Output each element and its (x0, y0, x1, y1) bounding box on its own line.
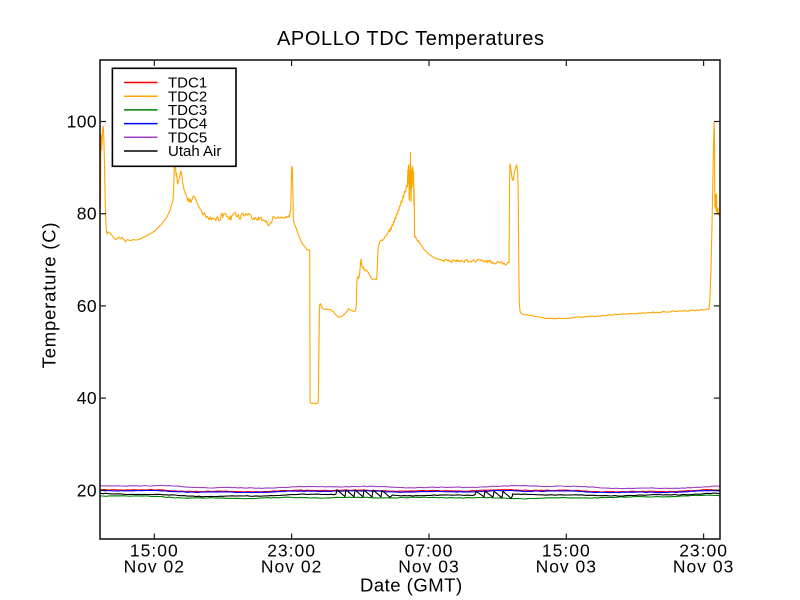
svg-text:80: 80 (77, 204, 97, 224)
svg-text:TDC5: TDC5 (168, 129, 207, 146)
svg-text:07:00: 07:00 (405, 541, 454, 561)
svg-text:23:00: 23:00 (679, 541, 728, 561)
svg-text:Nov 03: Nov 03 (536, 557, 597, 577)
svg-text:23:00: 23:00 (267, 541, 316, 561)
svg-text:Nov 02: Nov 02 (261, 557, 322, 577)
svg-text:Utah Air: Utah Air (168, 143, 221, 160)
svg-text:100: 100 (67, 112, 97, 132)
svg-text:Temperature (C): Temperature (C) (39, 222, 60, 369)
svg-text:TDC4: TDC4 (168, 116, 207, 133)
svg-text:15:00: 15:00 (130, 541, 179, 561)
svg-text:Nov 03: Nov 03 (673, 557, 734, 577)
svg-text:TDC1: TDC1 (168, 75, 207, 92)
svg-text:TDC3: TDC3 (168, 102, 207, 119)
svg-text:Date (GMT): Date (GMT) (360, 575, 463, 596)
svg-text:Nov 02: Nov 02 (124, 557, 185, 577)
svg-text:TDC2: TDC2 (168, 88, 207, 105)
svg-text:Nov 03: Nov 03 (398, 557, 459, 577)
svg-text:20: 20 (77, 480, 97, 500)
svg-text:40: 40 (77, 388, 97, 408)
svg-text:APOLLO TDC Temperatures: APOLLO TDC Temperatures (277, 28, 545, 50)
svg-text:15:00: 15:00 (542, 541, 591, 561)
svg-text:60: 60 (77, 296, 97, 316)
